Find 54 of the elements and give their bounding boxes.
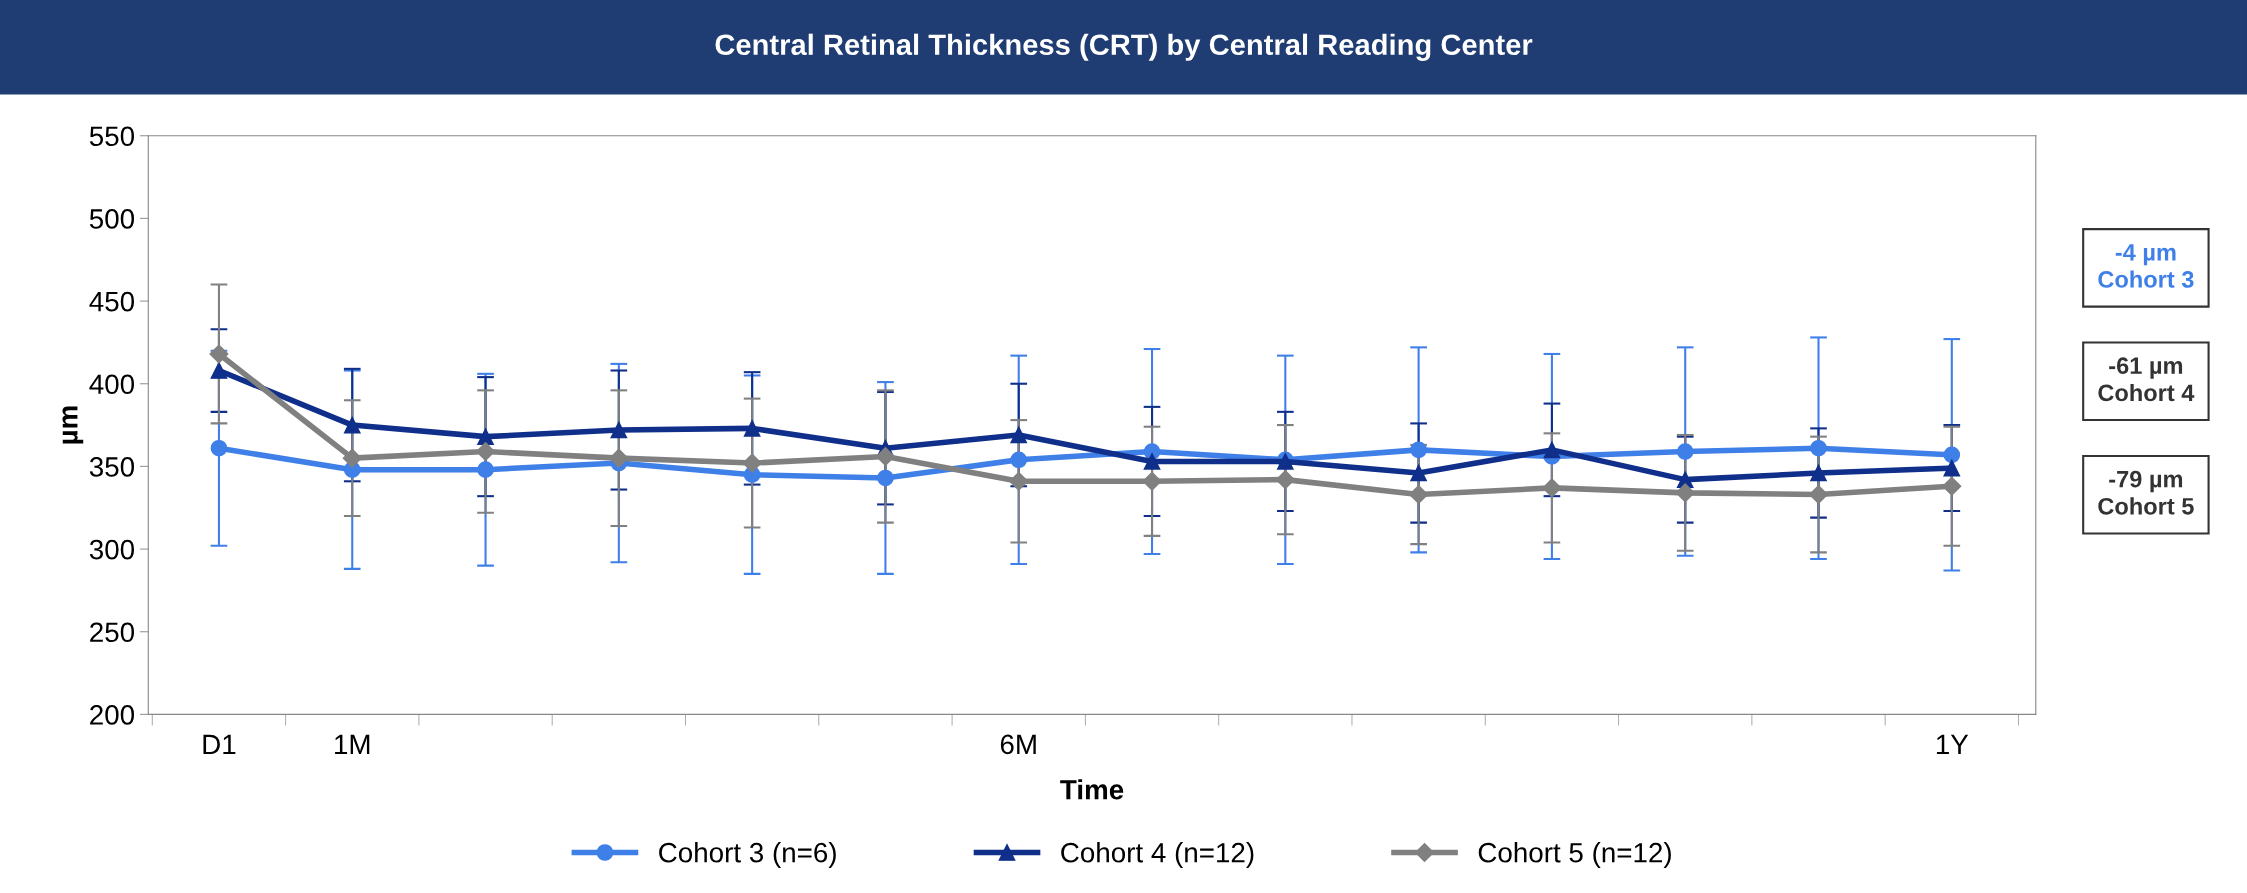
point xyxy=(742,453,762,473)
point xyxy=(1542,478,1562,498)
x-tick-label: 6M xyxy=(1000,734,1036,755)
text: -4 µm Cohort 3 xyxy=(2098,244,2194,288)
point xyxy=(1943,459,1961,477)
x-tick-label: D1 xyxy=(203,734,236,754)
x-axis-title: Time xyxy=(1060,779,1124,800)
text: -79 µm Cohort 5 xyxy=(2098,470,2194,515)
y-tick-label: 300 xyxy=(89,539,135,560)
point xyxy=(609,448,629,468)
point xyxy=(610,421,628,439)
point xyxy=(1676,443,1694,460)
point xyxy=(1675,483,1695,503)
point xyxy=(1143,453,1161,470)
legend-label: Cohort 5 (n=12) xyxy=(1478,842,1671,868)
point xyxy=(209,344,229,364)
point xyxy=(477,461,494,479)
point xyxy=(1410,464,1427,482)
legend-label: Cohort 3 (n=6) xyxy=(659,842,836,868)
point xyxy=(476,441,496,462)
y-tick-label: 500 xyxy=(89,209,135,229)
point xyxy=(877,469,894,487)
x-tick-label: 1Y xyxy=(1936,734,1969,754)
y-tick-label: 450 xyxy=(89,291,135,312)
y-tick-label: 550 xyxy=(89,126,135,147)
point xyxy=(1010,451,1028,469)
point xyxy=(743,420,761,437)
point xyxy=(343,416,361,434)
point xyxy=(875,446,895,467)
point xyxy=(1942,476,1962,496)
legend-label: Cohort 4 (n=12) xyxy=(1061,842,1254,868)
point xyxy=(1808,484,1829,505)
point xyxy=(1810,464,1827,482)
point xyxy=(1142,471,1162,491)
point xyxy=(1009,471,1029,491)
point xyxy=(1943,446,1961,464)
y-tick-label: 250 xyxy=(90,622,135,643)
y-tick-label: 200 xyxy=(90,705,135,725)
y-axis-title: µm xyxy=(62,406,84,444)
y-tick-label: 400 xyxy=(89,374,135,395)
point xyxy=(1543,441,1561,459)
y-tick-label: 350 xyxy=(89,457,135,477)
chart-title: Central Retinal Thickness (CRT) by Central Reading Center xyxy=(715,33,1533,61)
point xyxy=(342,448,362,468)
point xyxy=(1810,439,1827,457)
x-tick-label: 1M xyxy=(335,734,370,754)
point xyxy=(1010,426,1028,444)
point xyxy=(477,428,494,445)
text: -61 µm Cohort 4 xyxy=(2098,357,2195,402)
point xyxy=(1409,484,1429,505)
point xyxy=(1275,470,1295,490)
point xyxy=(1410,441,1427,459)
point xyxy=(210,362,228,379)
point xyxy=(210,439,228,457)
